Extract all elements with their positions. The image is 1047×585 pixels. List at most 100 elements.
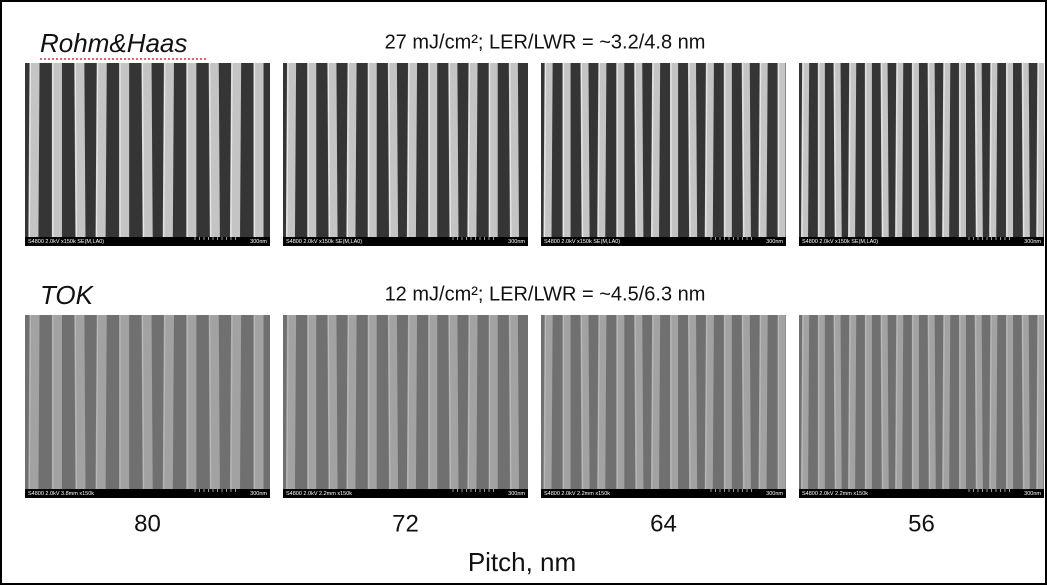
stripe-edge (942, 315, 945, 498)
stripe-edge (880, 63, 884, 246)
stripe-edge (543, 315, 547, 498)
stripe-edge (975, 315, 978, 498)
stripe (307, 63, 317, 246)
row-label: Rohm&Haas (40, 28, 187, 58)
sem-image: S4800 2.0kV x150k SE(M,LA0) 300nm (283, 63, 528, 246)
stripe (346, 63, 357, 246)
stripe-edge (597, 315, 600, 498)
stripe-edge (1036, 315, 1039, 498)
info-bar (541, 237, 786, 246)
stripe-edge (895, 315, 898, 498)
stripe-edge (651, 315, 654, 498)
image-bg (283, 315, 528, 498)
stripe (562, 63, 571, 246)
stripe-edge (448, 63, 452, 246)
stripe-edge (209, 63, 212, 246)
stripe-edge (286, 63, 289, 246)
stripe-edge (833, 315, 837, 498)
stripe-edge (927, 315, 931, 498)
stripe-edge (1036, 63, 1039, 246)
stripe-edge (407, 315, 410, 498)
image-info: S4800 2.0kV 2.2mm x150k (544, 491, 610, 497)
stripe-edge (848, 63, 851, 246)
stripe-edge (407, 63, 410, 246)
row-label: TOK (40, 280, 95, 310)
info-bar (283, 489, 528, 498)
info-bar (25, 489, 270, 498)
stripe-edge (634, 315, 637, 498)
image-scale: 300nm (1024, 491, 1041, 497)
stripe (958, 315, 966, 498)
stripe (817, 315, 825, 498)
sem-image: S4800 2.0kV x150k SE(M,LA0) 300nm (541, 63, 786, 246)
stripe (958, 63, 966, 246)
stripe-edge (163, 63, 166, 246)
stripe-edge (141, 315, 145, 498)
stripe-edge (448, 315, 452, 498)
stripe-edge (742, 315, 745, 498)
stripe-edge (467, 63, 471, 246)
stripe (141, 63, 153, 246)
stripe-edge (1022, 315, 1025, 498)
stripe (208, 315, 220, 498)
info-bar (541, 489, 786, 498)
stripe (229, 315, 242, 498)
stripe-edge (74, 315, 78, 498)
stripe-edge (651, 63, 654, 246)
stripe (186, 315, 197, 498)
image-info: S4800 2.0kV 2.2mm x150k (286, 491, 352, 497)
stripe (367, 315, 377, 498)
stripe-edge (597, 63, 600, 246)
stripe (119, 63, 130, 246)
pitch-label: 80 (134, 510, 161, 537)
stripe (448, 63, 459, 246)
image-scale: 300nm (250, 491, 267, 497)
stripe (777, 315, 786, 498)
image-bg (283, 63, 528, 246)
stripe (488, 63, 498, 246)
stripe (51, 315, 62, 498)
stripe (448, 315, 459, 498)
stripe-edge (28, 315, 32, 498)
image-info: S4800 2.0kV 3.8mm x150k (28, 491, 94, 497)
info-bar (799, 237, 1044, 246)
stripe-edge (989, 63, 992, 246)
stripe-edge (327, 63, 331, 246)
stripe (119, 315, 130, 498)
stripe (406, 315, 418, 498)
stripe-edge (688, 63, 691, 246)
image-scale: 300nm (508, 491, 525, 497)
stripe (670, 315, 679, 498)
stripe (1005, 315, 1014, 498)
stripe (817, 63, 825, 246)
stripe-edge (801, 315, 804, 498)
stripe (285, 63, 297, 246)
stripe (367, 63, 377, 246)
info-bar (799, 489, 1044, 498)
image-scale: 300nm (766, 491, 783, 497)
stripe (95, 315, 107, 498)
stripe-edge (509, 315, 512, 498)
stripe-edge (580, 315, 584, 498)
image-info: S4800 2.0kV x150k SE(M,LA0) (544, 239, 620, 245)
stripe (723, 63, 732, 246)
sem-image: S4800 2.0kV x150k SE(M,LA0) 300nm (25, 63, 270, 246)
stripe (74, 315, 86, 498)
sem-image: S4800 2.0kV 2.2mm x150k 300nm (283, 315, 528, 498)
stripe-edge (543, 63, 547, 246)
stripe-edge (388, 315, 391, 498)
stripe (387, 315, 399, 498)
pitch-label: 72 (392, 510, 419, 537)
stripe (864, 63, 872, 246)
sem-image: S4800 2.0kV x150k SE(M,LA0) 300nm (799, 63, 1044, 246)
stripe-edge (163, 315, 166, 498)
stripe-edge (230, 315, 233, 498)
row-condition: 27 mJ/cm²; LER/LWR = ~3.2/4.8 nm (385, 31, 706, 53)
row-condition: 12 mJ/cm²; LER/LWR = ~4.5/6.3 nm (385, 283, 706, 305)
stripe (864, 315, 872, 498)
stripe-edge (388, 63, 391, 246)
stripe (307, 315, 317, 498)
stripe-edge (705, 63, 708, 246)
image-info: S4800 2.0kV x150k SE(M,LA0) (802, 239, 878, 245)
